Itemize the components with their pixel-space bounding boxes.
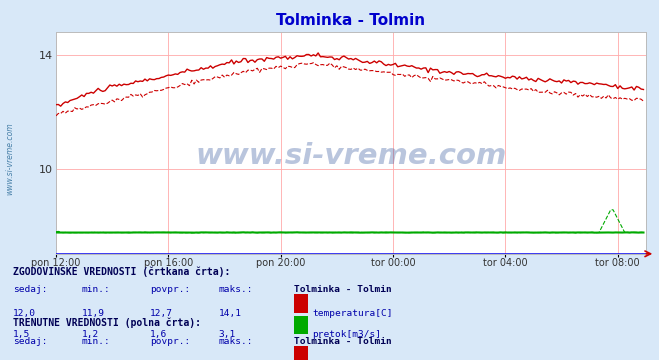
Text: Tolminka - Tolmin: Tolminka - Tolmin bbox=[294, 285, 391, 294]
Text: 12,7: 12,7 bbox=[150, 309, 173, 318]
Text: temperatura[C]: temperatura[C] bbox=[312, 309, 392, 318]
Text: 1,2: 1,2 bbox=[82, 330, 99, 339]
Text: sedaj:: sedaj: bbox=[13, 285, 47, 294]
Text: min.:: min.: bbox=[82, 337, 110, 346]
Text: 3,1: 3,1 bbox=[219, 330, 236, 339]
Text: TRENUTNE VREDNOSTI (polna črta):: TRENUTNE VREDNOSTI (polna črta): bbox=[13, 318, 201, 328]
Text: maks.:: maks.: bbox=[219, 285, 253, 294]
Text: maks.:: maks.: bbox=[219, 337, 253, 346]
Bar bbox=[294, 294, 308, 312]
Text: 14,1: 14,1 bbox=[219, 309, 242, 318]
Title: Tolminka - Tolmin: Tolminka - Tolmin bbox=[276, 13, 426, 28]
Text: www.si-vreme.com: www.si-vreme.com bbox=[195, 143, 507, 170]
Text: www.si-vreme.com: www.si-vreme.com bbox=[5, 122, 14, 195]
Text: 1,5: 1,5 bbox=[13, 330, 30, 339]
Text: pretok[m3/s]: pretok[m3/s] bbox=[312, 330, 381, 339]
Text: ZGODOVINSKE VREDNOSTI (črtkana črta):: ZGODOVINSKE VREDNOSTI (črtkana črta): bbox=[13, 266, 231, 277]
Text: 12,0: 12,0 bbox=[13, 309, 36, 318]
Text: 11,9: 11,9 bbox=[82, 309, 105, 318]
Bar bbox=[294, 346, 308, 360]
Bar bbox=[294, 316, 308, 334]
Text: sedaj:: sedaj: bbox=[13, 337, 47, 346]
Text: Tolminka - Tolmin: Tolminka - Tolmin bbox=[294, 337, 391, 346]
Text: povpr.:: povpr.: bbox=[150, 285, 190, 294]
Text: povpr.:: povpr.: bbox=[150, 337, 190, 346]
Text: 1,6: 1,6 bbox=[150, 330, 167, 339]
Text: min.:: min.: bbox=[82, 285, 110, 294]
